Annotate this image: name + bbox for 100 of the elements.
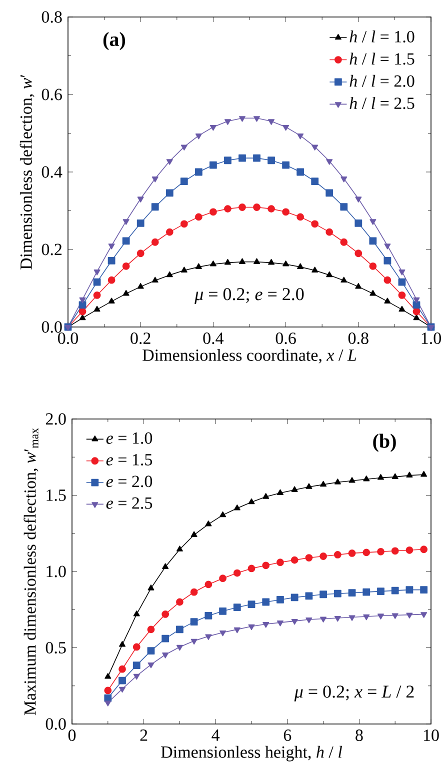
point xyxy=(297,263,304,269)
point xyxy=(398,306,406,312)
point xyxy=(253,154,260,162)
legend-label: e = 2.5 xyxy=(106,497,152,509)
point xyxy=(282,124,290,131)
point xyxy=(136,219,144,227)
point xyxy=(262,598,270,606)
point xyxy=(122,237,130,245)
text: (a) xyxy=(103,32,126,50)
point xyxy=(384,257,392,264)
point xyxy=(334,478,341,484)
point xyxy=(391,586,399,594)
point xyxy=(122,219,130,225)
point xyxy=(311,178,319,185)
point xyxy=(296,213,304,221)
point xyxy=(238,258,246,264)
point xyxy=(348,615,356,621)
point xyxy=(224,205,232,213)
point xyxy=(305,592,313,600)
point xyxy=(254,116,260,122)
point xyxy=(369,237,377,245)
point xyxy=(204,612,212,620)
point xyxy=(398,292,406,299)
x-tick-label: 0.6 xyxy=(276,332,296,344)
point xyxy=(253,204,260,211)
point xyxy=(119,686,126,693)
point xyxy=(354,219,362,227)
point xyxy=(282,260,290,266)
point xyxy=(370,290,376,296)
point xyxy=(194,168,202,176)
point xyxy=(166,189,174,197)
point xyxy=(220,630,226,636)
point xyxy=(210,161,217,169)
x-tick-label: 8 xyxy=(356,730,363,742)
y-tick-label: 0.0 xyxy=(42,321,62,333)
point xyxy=(152,176,158,182)
point xyxy=(363,476,370,482)
point xyxy=(340,238,348,246)
point xyxy=(420,546,428,554)
point xyxy=(166,228,174,236)
point xyxy=(122,262,130,270)
point xyxy=(195,263,202,269)
point xyxy=(268,205,275,213)
y-axis-title: Dimensionless deflection, w′ xyxy=(20,74,34,270)
point xyxy=(205,634,212,640)
point xyxy=(147,626,155,634)
point xyxy=(412,301,420,309)
point xyxy=(420,586,428,594)
point xyxy=(204,580,212,588)
point xyxy=(133,610,140,616)
point xyxy=(355,196,362,202)
point xyxy=(78,308,86,316)
point xyxy=(377,588,384,596)
point xyxy=(190,618,198,626)
point xyxy=(180,220,188,228)
point xyxy=(391,547,399,555)
point xyxy=(363,614,370,620)
y-tick-label: 0.5 xyxy=(46,642,66,654)
point xyxy=(348,550,356,557)
point xyxy=(370,219,376,225)
legend-label: e = 1.5 xyxy=(106,454,152,466)
point xyxy=(406,586,414,594)
point xyxy=(118,665,126,673)
point xyxy=(151,238,159,246)
point xyxy=(297,134,304,140)
point xyxy=(320,480,327,487)
point xyxy=(219,574,226,582)
y-tick-label: 1.0 xyxy=(46,566,66,578)
point xyxy=(152,276,158,283)
legend-label: e = 2.0 xyxy=(106,476,152,488)
x-tick-label: 0.2 xyxy=(130,332,150,344)
point xyxy=(413,297,420,304)
point xyxy=(306,617,312,624)
x-tick-label: 0 xyxy=(68,730,76,742)
point xyxy=(296,168,304,176)
point xyxy=(238,116,246,122)
point xyxy=(268,258,275,265)
annotation: μ = 0.2; e = 2.0 xyxy=(194,288,304,304)
point xyxy=(384,276,392,284)
point xyxy=(162,634,170,642)
point xyxy=(377,548,384,556)
point xyxy=(224,258,231,265)
point xyxy=(326,189,334,197)
point xyxy=(398,270,406,276)
legend-label: h / l = 1.0 xyxy=(350,30,414,43)
point xyxy=(334,616,341,622)
point xyxy=(162,652,169,658)
point xyxy=(420,470,428,477)
point xyxy=(180,266,188,272)
point xyxy=(233,604,241,612)
point xyxy=(136,250,144,258)
point xyxy=(354,250,362,258)
point xyxy=(362,548,370,556)
point xyxy=(248,624,255,630)
point xyxy=(340,176,348,182)
point xyxy=(210,208,217,216)
point xyxy=(194,213,202,221)
point xyxy=(166,271,173,278)
point xyxy=(312,266,318,272)
point xyxy=(320,616,327,622)
